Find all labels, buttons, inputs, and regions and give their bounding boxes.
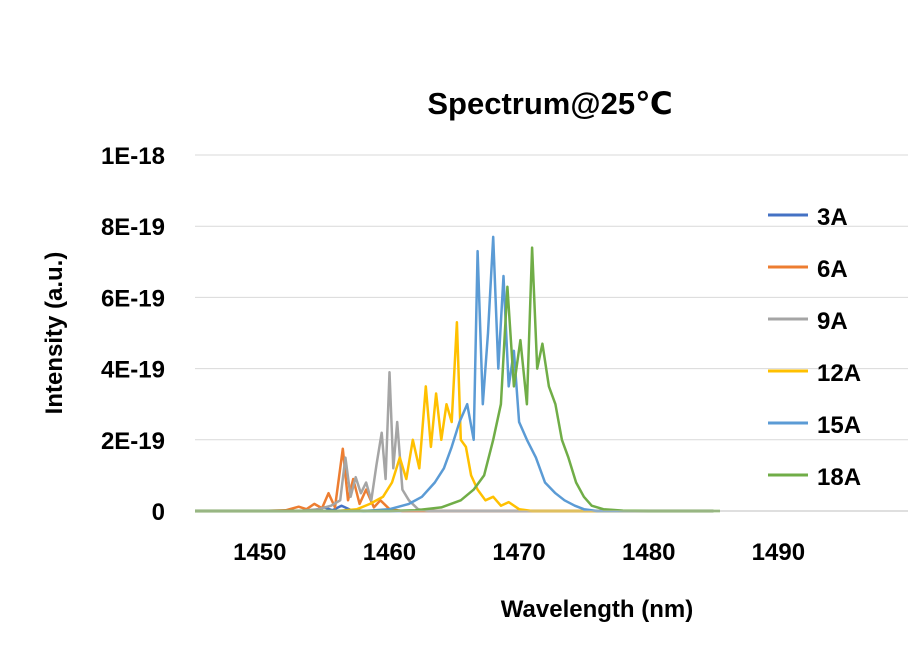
x-tick-label: 1460 xyxy=(363,539,416,566)
x-tick-label: 1450 xyxy=(233,539,286,566)
x-tick-label: 1470 xyxy=(492,539,545,566)
legend: 3A 6A 9A 12A 15A 18A xyxy=(768,204,861,491)
legend-label-6a: 6A xyxy=(817,256,848,283)
legend-label-12a: 12A xyxy=(817,360,861,387)
axes: 0 2E-19 4E-19 6E-19 8E-19 1E-18 1450 1460 1470 14… xyxy=(101,143,908,566)
chart-title: Spectrum@25℃ xyxy=(427,86,672,121)
legend-label-15a: 15A xyxy=(817,412,861,439)
x-axis-title: Wavelength (nm) xyxy=(501,596,693,623)
y-tick-label: 2E-19 xyxy=(101,428,165,455)
series-line-12a xyxy=(195,321,714,513)
x-tick-label: 1480 xyxy=(622,539,675,566)
y-tick-label: 8E-19 xyxy=(101,214,165,241)
legend-label-18a: 18A xyxy=(817,464,861,491)
series-line-18a xyxy=(195,246,720,513)
y-tick-label: 1E-18 xyxy=(101,143,165,170)
y-tick-label: 6E-19 xyxy=(101,285,165,312)
series-line-9a xyxy=(195,370,714,513)
y-axis-title: Intensity (a.u.) xyxy=(41,252,68,415)
legend-label-9a: 9A xyxy=(817,308,848,335)
y-tick-label: 4E-19 xyxy=(101,357,165,384)
gridlines xyxy=(195,154,908,441)
x-tick-label: 1490 xyxy=(752,539,805,566)
legend-label-3a: 3A xyxy=(817,204,848,231)
series-line-6a xyxy=(195,447,714,513)
y-tick-label: 0 xyxy=(152,499,165,526)
series-line-15a xyxy=(195,235,714,513)
series-lines xyxy=(195,235,720,513)
